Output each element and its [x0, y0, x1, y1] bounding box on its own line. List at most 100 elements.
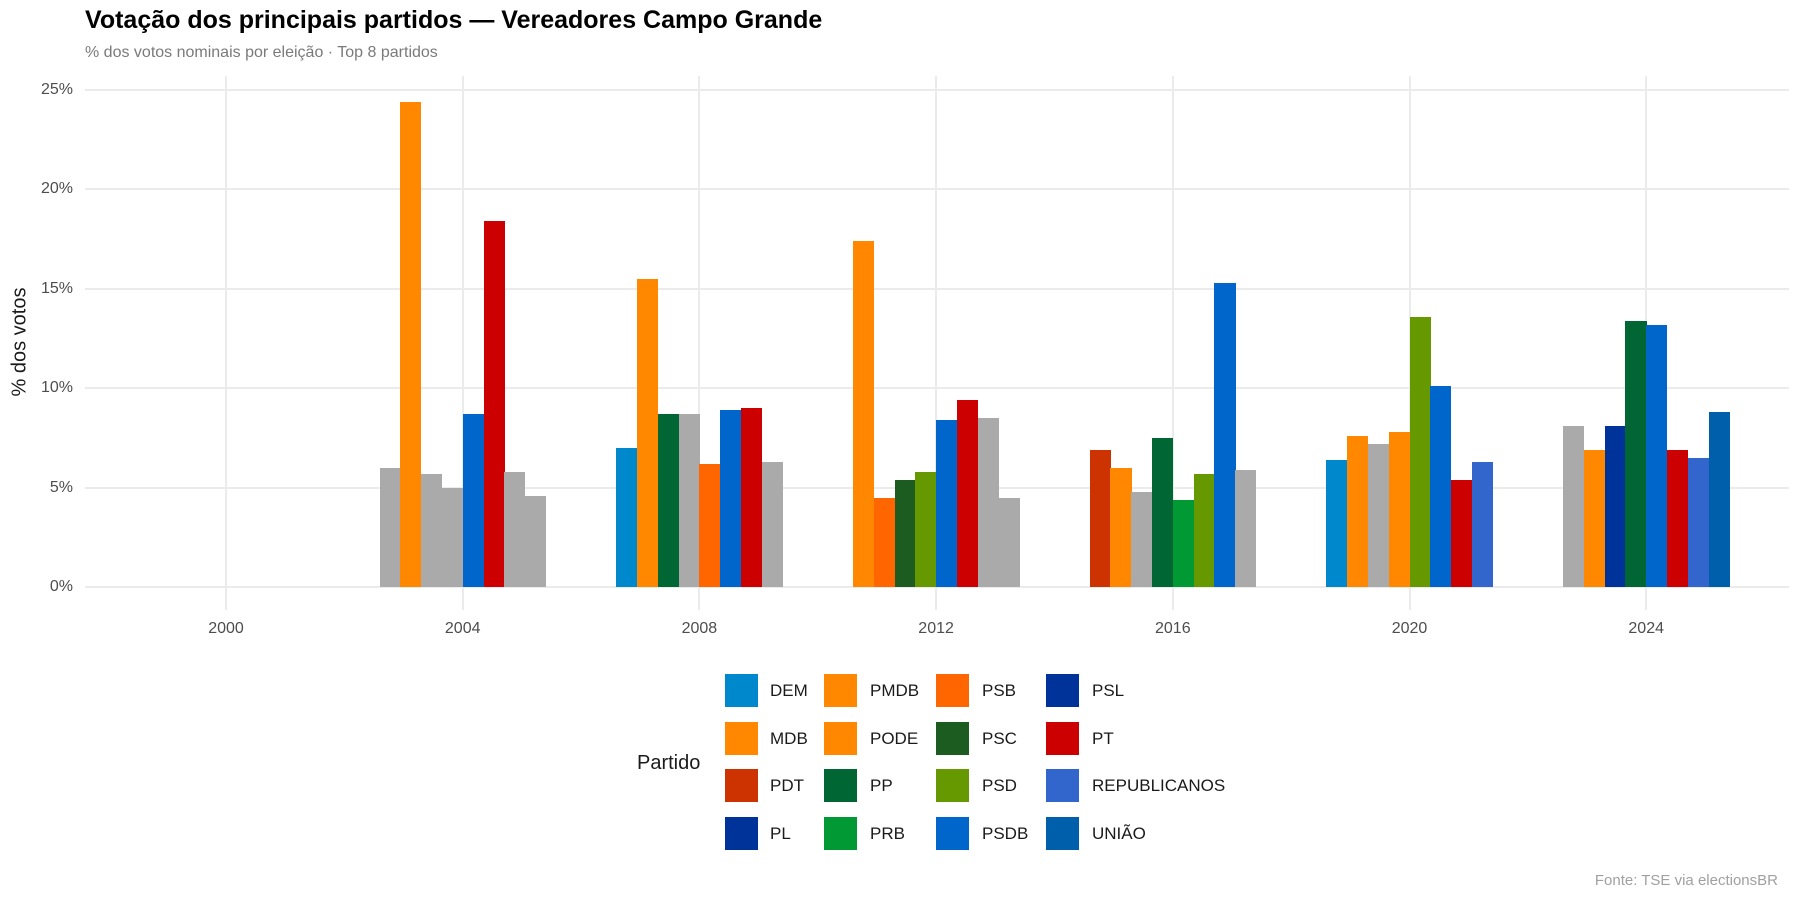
x-tick-label: 2000 [208, 620, 244, 637]
bar-2004-outro [379, 467, 401, 587]
x-gridline [698, 76, 701, 610]
legend-label: PP [870, 776, 893, 796]
x-gridline [461, 76, 464, 610]
bar-2020-republicanos [1471, 461, 1494, 587]
source-caption: Fonte: TSE via electionsBR [1594, 872, 1778, 889]
chart-title: Votação dos principais partidos — Veread… [85, 6, 823, 34]
legend-key-pdt [725, 769, 758, 803]
legend-label: PT [1092, 728, 1114, 748]
x-tick-label: 2008 [681, 620, 718, 637]
legend-key-pp [824, 769, 857, 803]
y-tick-label: 15% [40, 279, 73, 297]
legend-label: PMDB [870, 681, 920, 700]
legend-label: PDT [770, 776, 804, 796]
bar-2016-pp [1152, 437, 1174, 587]
bar-2004-outro [504, 471, 526, 587]
bar-2012-psc [894, 479, 916, 587]
bar-2008-psb [699, 463, 721, 587]
bar-2020-outro [1367, 443, 1390, 587]
legend-label: DEM [770, 681, 808, 700]
y-tick-label: 10% [40, 379, 73, 397]
x-tick-label: 2020 [1391, 620, 1428, 637]
legend-key-mdb [725, 721, 758, 755]
bar-2016-pdt [1089, 449, 1111, 587]
bar-2004-psdb [462, 414, 484, 587]
x-gridline [225, 76, 227, 610]
bar-2008-psdb [720, 410, 742, 587]
legend-label: PL [770, 824, 791, 844]
bar-2008-outro [678, 414, 700, 587]
bar-2020-psdb [1430, 386, 1452, 587]
bar-2016-outro [1235, 469, 1257, 587]
bar-2020-psd [1409, 316, 1431, 587]
bar-2004-outro [421, 473, 443, 587]
legend-key-psl [1046, 674, 1079, 707]
bar-2004-pt [483, 221, 505, 587]
bar-2008-pt [741, 408, 763, 587]
bar-2024-psdb [1646, 324, 1668, 587]
legend-key-republicanos [1046, 769, 1079, 803]
bar-2024-união [1708, 412, 1730, 587]
bar-2008-dem [616, 447, 638, 587]
bar-2012-psd [915, 471, 937, 587]
legend-label: PSL [1092, 681, 1125, 700]
bar-2020-pode [1388, 431, 1410, 587]
chart-subtitle: % dos votos nominais por eleição · Top 8… [85, 44, 438, 61]
bar-2012-pt [956, 400, 979, 587]
x-tick-label: 2016 [1155, 620, 1191, 637]
x-gridline [1171, 76, 1174, 610]
bar-2016-pmdb [1110, 467, 1132, 587]
legend-key-psdb [936, 817, 969, 851]
legend-key-pl [725, 817, 758, 851]
bar-2012-pmdb [852, 241, 875, 587]
bar-2020-dem [1326, 459, 1348, 587]
bar-2020-mdb [1347, 435, 1369, 587]
bar-2024-outro [1563, 425, 1585, 587]
y-tick-label: 5% [49, 478, 73, 496]
legend-label: MDB [770, 728, 808, 748]
legend-key-pode [824, 721, 857, 755]
legend-label: PODE [870, 728, 919, 748]
x-tick-label: 2024 [1628, 620, 1664, 637]
bar-2008-pp [657, 414, 679, 587]
bar-2024-republicanos [1687, 457, 1709, 587]
y-tick-label: 20% [40, 180, 73, 198]
y-axis-label: % dos votos [8, 287, 31, 397]
bar-2004-outro [525, 495, 547, 587]
bar-2024-pl [1604, 425, 1626, 587]
bar-2016-psd [1193, 473, 1215, 587]
x-tick-label: 2012 [918, 620, 954, 637]
legend-key-pt [1046, 721, 1079, 755]
legend-label: PRB [870, 824, 905, 844]
legend-label: PSDB [982, 824, 1029, 844]
bar-2004-pmdb [400, 101, 422, 587]
bar-2012-psb [873, 497, 895, 587]
bar-2012-outro [977, 418, 999, 587]
plot-panel [85, 76, 1789, 610]
bar-2024-pt [1667, 449, 1689, 587]
bar-2008-pmdb [637, 278, 659, 587]
x-gridline [935, 76, 938, 610]
bar-2012-outro [998, 497, 1020, 587]
legend-label: PSC [982, 728, 1017, 748]
legend-label: PSB [982, 681, 1017, 700]
bar-2008-outro [761, 461, 783, 587]
x-tick-label: 2004 [444, 620, 481, 637]
y-tick-label: 0% [49, 578, 73, 595]
legend-label: PSD [982, 776, 1017, 796]
legend-key-prb [824, 817, 857, 851]
y-tick-label: 25% [40, 81, 73, 98]
bar-2016-prb [1172, 499, 1194, 587]
bar-2016-psdb [1214, 282, 1236, 587]
bar-2016-outro [1131, 491, 1153, 587]
bar-2004-outro [441, 487, 464, 587]
legend-key-psc [936, 721, 969, 755]
legend-title: Partido [637, 752, 701, 774]
legend-key-pmdb [824, 674, 857, 707]
bar-2024-pp [1625, 320, 1647, 587]
bar-2024-mdb [1583, 449, 1605, 587]
legend-key-união [1046, 817, 1079, 851]
bar-2012-psdb [936, 420, 958, 587]
legend-label: UNIÃO [1092, 824, 1146, 844]
legend-key-psd [936, 769, 969, 803]
